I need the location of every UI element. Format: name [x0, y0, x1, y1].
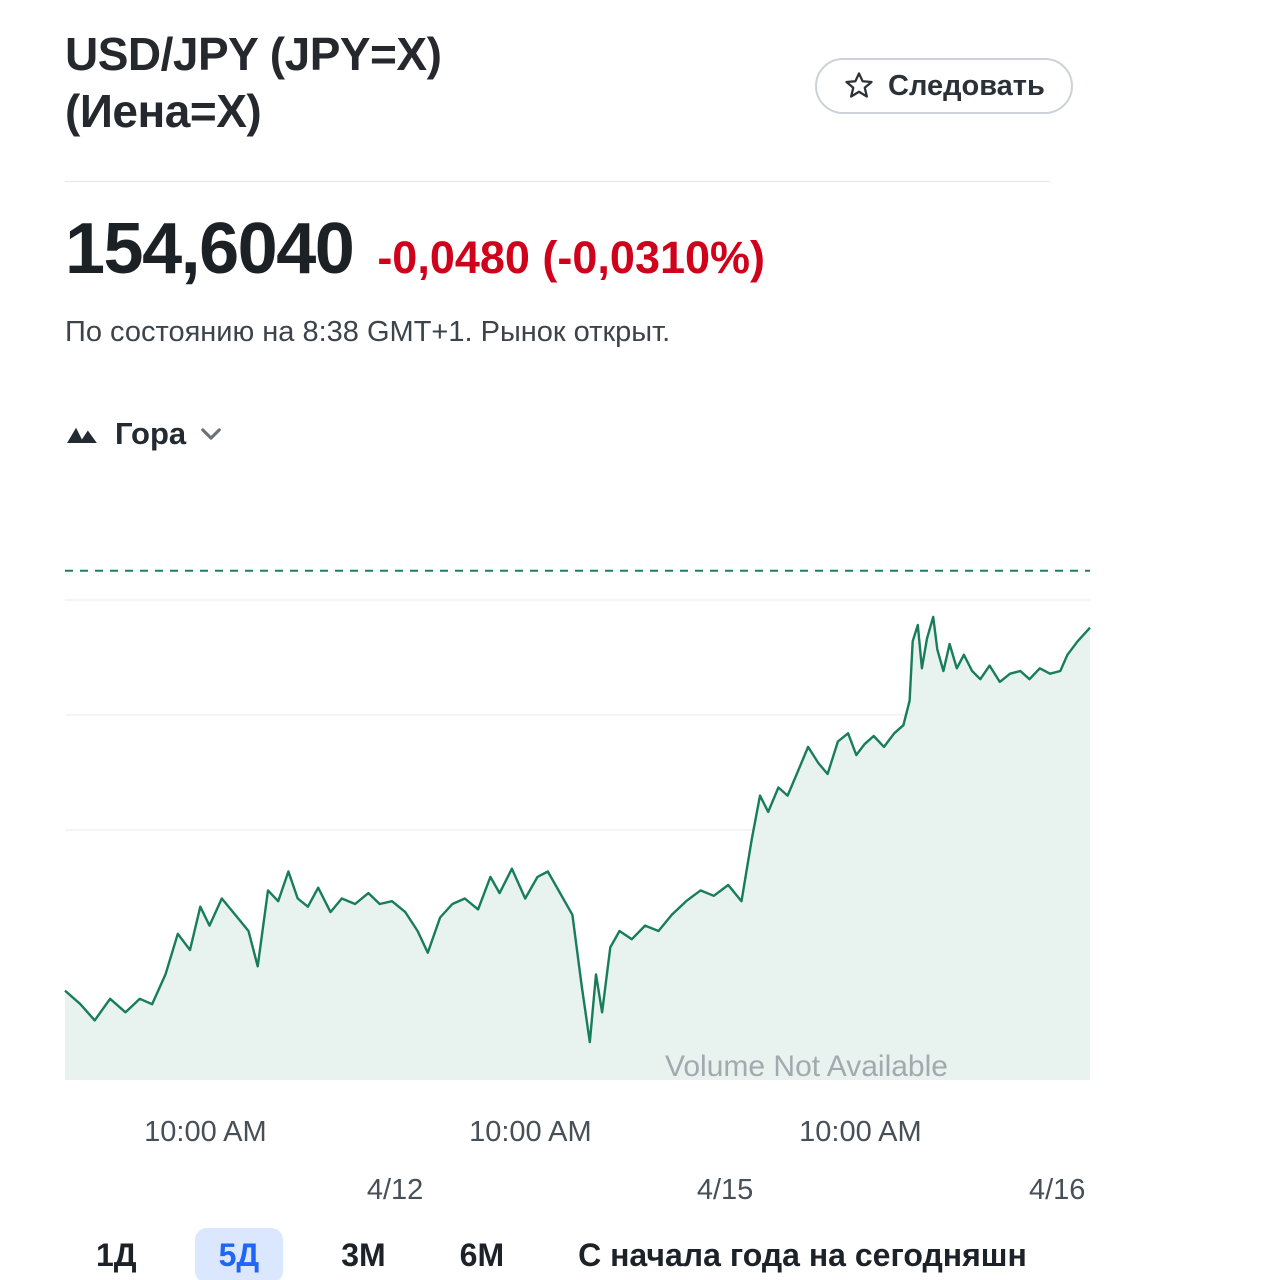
page-title: USD/JPY (JPY=X) (Иена=Х) [65, 26, 442, 140]
follow-button[interactable]: Следовать [815, 58, 1073, 114]
page-title-line2: (Иена=Х) [65, 85, 262, 138]
x-tick: 10:00 AM [144, 1116, 267, 1148]
header-divider [65, 181, 1050, 182]
current-price: 154,6040 [65, 209, 355, 289]
x-axis-labels: 10:00 AM 4/12 10:00 AM 4/15 10:00 AM 4/1… [65, 1116, 1090, 1220]
page-title-line1: USD/JPY (JPY=X) [65, 28, 442, 80]
range-tab-1d[interactable]: 1Д [96, 1237, 137, 1273]
x-tick: 4/12 [366, 1174, 424, 1206]
x-tick: 10:00 AM [469, 1116, 592, 1148]
chart-type-label: Гора [115, 416, 187, 451]
range-tab-5d[interactable]: 5Д [194, 1228, 284, 1280]
star-outline-icon [845, 72, 873, 98]
chart-price-line [64, 615, 1091, 1044]
range-tab-3m[interactable]: 3М [341, 1237, 386, 1273]
price-change: -0,0480 (-0,0310%) [377, 232, 766, 283]
x-tick: 10:00 AM [799, 1116, 922, 1148]
price-chart-svg [64, 569, 1091, 1080]
range-tab-ytd[interactable]: С начала года на сегодняшн [578, 1237, 1027, 1273]
range-tab-6m[interactable]: 6М [459, 1237, 505, 1273]
volume-unavailable-text: Volume Not Available [665, 1050, 948, 1083]
chevron-down-icon [201, 428, 221, 440]
quote-summary: 154,6040 -0,0480 (-0,0310%) [65, 208, 765, 290]
chart-area-fill [65, 616, 1090, 1080]
x-tick: 4/16 [1028, 1174, 1086, 1206]
chart-type-selector[interactable]: Гора [65, 416, 222, 452]
follow-button-label: Следовать [888, 69, 1045, 102]
as-of-text: По состоянию на 8:38 GMT+1. Рынок открыт… [65, 316, 671, 348]
mountain-icon [67, 427, 97, 443]
range-tabs: 1Д 5Д 3М 6М С начала года на сегодняшн [80, 1228, 1280, 1280]
price-chart[interactable] [64, 560, 1091, 1080]
x-tick: 4/15 [696, 1174, 754, 1206]
